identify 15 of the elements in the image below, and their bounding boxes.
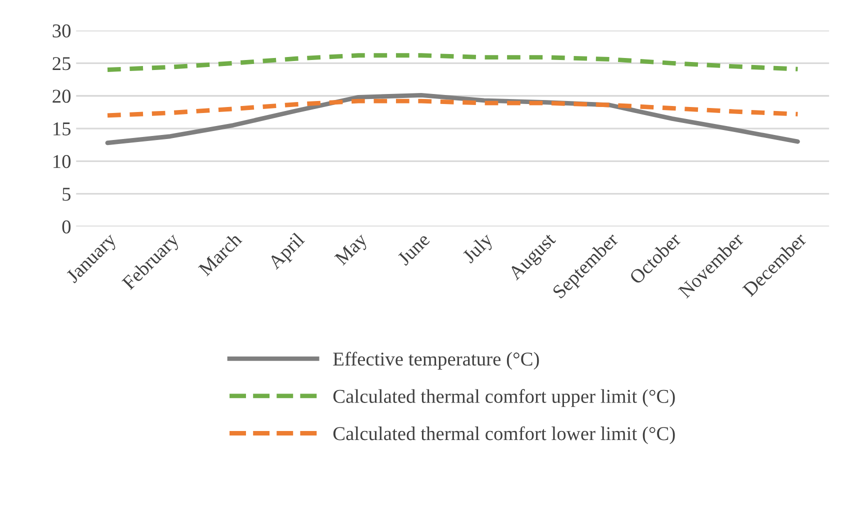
y-tick-label: 30 bbox=[52, 24, 71, 38]
line-series bbox=[105, 53, 800, 72]
legend-label: Calculated thermal comfort upper limit (°C) bbox=[333, 389, 675, 407]
y-tick-label: 0 bbox=[62, 220, 71, 234]
y-tick-label: 20 bbox=[52, 90, 71, 103]
legend-label: Effective temperature (°C) bbox=[333, 352, 539, 370]
y-tick-label: 10 bbox=[54, 155, 71, 168]
legend-label: Calculated thermal comfort lower limit (°C) bbox=[333, 426, 675, 444]
line-series bbox=[105, 98, 800, 118]
y-tick-label: 25 bbox=[52, 57, 71, 70]
x-tick-label: June bbox=[396, 232, 430, 266]
y-tick-label: 15 bbox=[54, 122, 71, 136]
x-tick-label: May bbox=[334, 232, 371, 269]
x-tick-label: July bbox=[461, 231, 496, 267]
y-tick-label: 5 bbox=[62, 188, 71, 201]
